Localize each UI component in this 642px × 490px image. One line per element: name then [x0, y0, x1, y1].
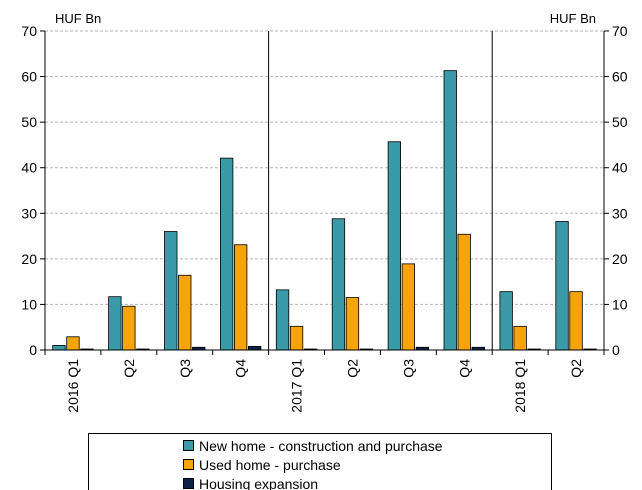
bar — [569, 291, 583, 351]
y-axis-left-ticks: 0 10 20 30 40 50 60 70 — [21, 23, 45, 358]
axes — [44, 31, 605, 351]
bar — [345, 297, 360, 351]
bar — [555, 221, 569, 351]
x-tick-label: Q2 — [121, 359, 137, 378]
bars — [52, 70, 597, 351]
bar — [233, 244, 248, 351]
x-tick-label: 2017 Q1 — [289, 359, 305, 413]
y-tick-label: 10 — [612, 296, 628, 312]
bar — [401, 263, 416, 351]
y-tick-label: 60 — [612, 69, 628, 85]
bar — [122, 305, 136, 351]
x-tick-label: Q3 — [400, 359, 416, 378]
bar — [443, 70, 457, 351]
x-tick-label: Q2 — [344, 359, 360, 378]
y-tick-label: 50 — [21, 114, 37, 130]
legend-swatch-housing-expansion — [183, 478, 194, 489]
y-tick-label: 20 — [612, 251, 628, 267]
y-axis-right-ticks: 0 10 20 30 40 50 60 70 — [604, 23, 628, 358]
legend-swatch-new-home — [183, 440, 194, 451]
bar — [513, 325, 527, 351]
bar — [289, 325, 304, 351]
y-tick-label: 70 — [21, 23, 37, 39]
year-separators — [268, 31, 493, 350]
legend-item-used-home: Used home - purchase — [183, 455, 551, 474]
y-tick-label: 40 — [612, 160, 628, 176]
y-tick-label: 50 — [612, 114, 628, 130]
bar — [52, 345, 66, 351]
y-tick-label: 40 — [21, 160, 37, 176]
legend-item-housing-expansion: Housing expansion — [183, 474, 551, 490]
y-tick-label: 30 — [21, 205, 37, 221]
bar — [219, 157, 234, 351]
y-tick-label: 30 — [612, 205, 628, 221]
y-axis-left-unit: HUF Bn — [55, 11, 101, 26]
x-tick-label: Q2 — [568, 359, 584, 378]
bar — [247, 345, 262, 351]
legend-swatch-used-home — [183, 459, 194, 470]
y-tick-label: 60 — [21, 69, 37, 85]
y-tick-label: 10 — [21, 296, 37, 312]
bar — [499, 291, 513, 351]
x-tick-label: 2018 Q1 — [512, 359, 528, 413]
bar — [164, 231, 178, 351]
y-tick-label: 70 — [612, 23, 628, 39]
bar — [331, 218, 346, 351]
y-tick-label: 0 — [29, 342, 37, 358]
x-tick-label: Q3 — [177, 359, 193, 378]
legend-label-housing-expansion: Housing expansion — [199, 475, 319, 490]
gridlines — [45, 30, 604, 305]
y-tick-label: 20 — [21, 251, 37, 267]
bar — [108, 296, 122, 351]
x-tick-label: Q4 — [233, 359, 249, 378]
x-tick-label: Q4 — [456, 359, 472, 378]
bar — [66, 336, 80, 351]
y-axis-right-unit: HUF Bn — [550, 11, 596, 26]
bar — [275, 289, 290, 351]
bar — [457, 233, 471, 351]
y-tick-label: 0 — [612, 342, 620, 358]
bar — [387, 141, 402, 351]
legend-item-new-home: New home - construction and purchase — [183, 436, 551, 455]
legend-label-new-home: New home - construction and purchase — [199, 437, 443, 454]
legend: New home - construction and purchase Use… — [88, 433, 552, 490]
bar-chart: 0 10 20 30 40 50 60 70 0 10 20 30 40 50 60 70 2016 Q1 Q… — [21, 11, 628, 413]
legend-label-used-home: Used home - purchase — [199, 456, 341, 473]
x-tick-label: 2016 Q1 — [65, 359, 81, 413]
x-axis-ticks: 2016 Q1 Q2 Q3 Q4 2017 Q1 Q2 Q3 Q4 2018 Q1 Q2 — [44, 350, 605, 413]
bar — [178, 274, 192, 351]
